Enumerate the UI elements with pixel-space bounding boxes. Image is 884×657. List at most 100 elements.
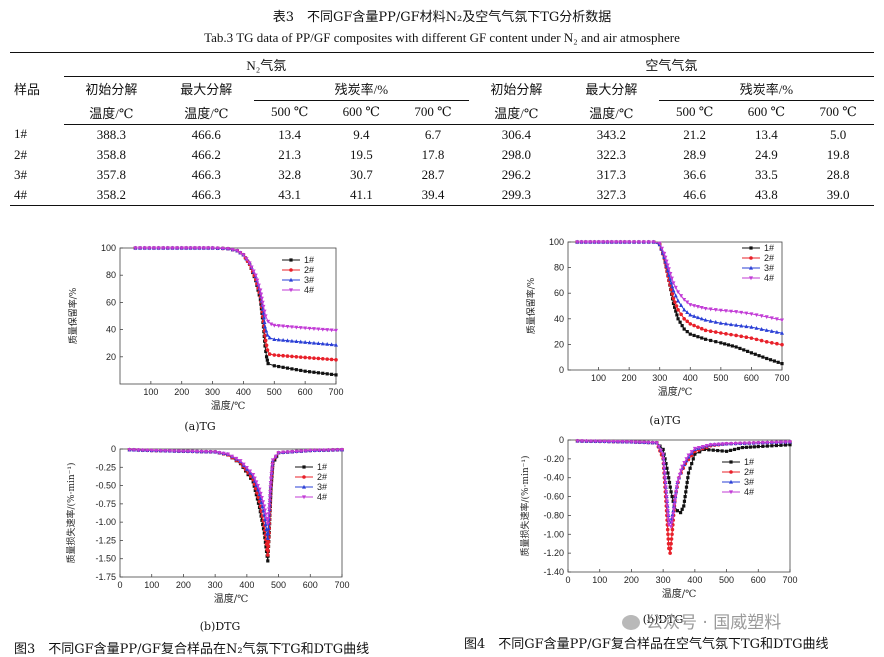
n2_dtg-svg: 0 100 200 300 400 500 600 700 0 -0.25 -0.50 -0.75 -1… xyxy=(65,444,350,605)
data-point xyxy=(235,249,240,253)
table-caption-cn: 表3 不同GF含量PP/GF材料N₂及空气气氛下TG分析数据 xyxy=(272,10,612,25)
data-point xyxy=(729,322,734,327)
data-point xyxy=(131,448,136,453)
data-point xyxy=(720,449,724,453)
x-tick-label: 500 xyxy=(267,387,282,397)
data-point xyxy=(780,362,784,366)
data-point xyxy=(723,342,727,346)
data-point xyxy=(265,348,270,352)
data-point xyxy=(669,537,674,541)
y-tick-label: -0.80 xyxy=(543,510,564,520)
x-tick-label: 100 xyxy=(591,373,606,383)
data-point xyxy=(699,306,704,310)
plot-frame xyxy=(119,448,343,578)
data-point xyxy=(181,449,186,454)
data-point xyxy=(692,314,697,318)
cell-air-700: 28.8 xyxy=(826,166,850,182)
data-point xyxy=(676,317,680,321)
data-point xyxy=(593,439,598,444)
legend-marker xyxy=(749,256,753,260)
legend-marker xyxy=(749,276,753,281)
data-point xyxy=(682,461,687,465)
x-tick-label: 500 xyxy=(719,575,734,585)
plot-frame xyxy=(567,241,783,371)
table-row: 2# 358.8 466.2 21.3 19.5 17.8 298.0 322.… xyxy=(10,145,874,165)
data-point xyxy=(276,337,281,342)
cell-n2-max: 466.6 xyxy=(191,126,221,142)
y-tick-label: 20 xyxy=(554,339,564,349)
data-point xyxy=(679,312,683,317)
data-point xyxy=(783,440,788,445)
data-point xyxy=(261,500,266,505)
header-n2-onset-1: 初始分解 xyxy=(85,82,138,98)
fig3-subcaption-dtg: (b)DTG xyxy=(199,620,241,633)
data-point xyxy=(255,487,260,492)
data-point xyxy=(671,288,676,293)
header-n2-max-1: 最大分解 xyxy=(180,82,233,98)
data-point xyxy=(268,489,273,494)
data-point xyxy=(575,439,580,444)
data-point xyxy=(261,508,266,513)
data-point xyxy=(272,353,277,357)
data-point xyxy=(682,307,687,312)
data-point xyxy=(671,301,676,306)
air_dtg-svg: 0 100 200 300 400 500 600 700 0 -0.20 -0.40 -0.60 -0… xyxy=(519,435,798,600)
data-point xyxy=(680,324,684,328)
data-point xyxy=(285,366,290,370)
data-point xyxy=(764,315,769,320)
data-point xyxy=(316,356,321,361)
data-point xyxy=(765,356,769,361)
data-point xyxy=(724,332,728,336)
data-point xyxy=(716,442,721,447)
data-point xyxy=(703,337,708,341)
data-point xyxy=(266,512,271,517)
cell-air-500: 28.9 xyxy=(683,146,707,162)
data-point xyxy=(321,371,325,375)
cell-sample: 2# xyxy=(14,146,27,162)
data-point xyxy=(206,246,211,251)
data-point xyxy=(699,316,704,321)
data-point xyxy=(264,355,269,359)
y-tick-label: -0.25 xyxy=(95,462,116,472)
data-point xyxy=(736,446,741,451)
cell-n2-700: 6.7 xyxy=(424,126,442,142)
data-point xyxy=(252,476,257,481)
data-point xyxy=(670,532,674,537)
header-n2-600: 600 ℃ xyxy=(325,100,398,125)
plot-frame xyxy=(567,439,791,573)
data-point xyxy=(127,448,132,452)
x-tick-label: 500 xyxy=(271,580,286,590)
series-4#: 4# xyxy=(127,448,344,526)
data-point xyxy=(259,296,264,301)
data-point xyxy=(730,344,734,348)
data-point xyxy=(255,483,260,488)
data-point xyxy=(257,487,262,492)
data-point xyxy=(769,440,774,445)
data-point xyxy=(311,327,316,331)
data-point xyxy=(253,273,258,278)
x-tick-label: 400 xyxy=(687,575,702,585)
x-tick-label: 100 xyxy=(592,575,607,585)
data-point xyxy=(195,449,200,454)
series-line xyxy=(577,241,783,321)
data-point xyxy=(754,325,759,330)
x-axis-label: 温度/℃ xyxy=(658,385,693,398)
data-point xyxy=(744,445,748,449)
data-point xyxy=(197,246,202,251)
data-point xyxy=(669,520,674,525)
x-tick-label: 0 xyxy=(565,575,570,585)
data-point xyxy=(620,440,625,444)
data-point xyxy=(671,296,676,301)
data-point xyxy=(703,306,708,311)
legend-marker xyxy=(302,484,306,489)
data-point xyxy=(700,445,705,449)
data-point xyxy=(325,372,329,376)
data-point xyxy=(749,336,754,340)
data-point xyxy=(676,476,681,481)
legend-label: 4# xyxy=(764,273,774,283)
data-point xyxy=(267,507,272,512)
data-point xyxy=(671,281,676,286)
air-dtg-chart: 0 100 200 300 400 500 600 700 0 -0.20 -0.40 -0.60 -0… xyxy=(518,430,808,605)
y-tick-label: 0 xyxy=(559,365,564,375)
x-axis-label: 温度/℃ xyxy=(211,399,246,412)
